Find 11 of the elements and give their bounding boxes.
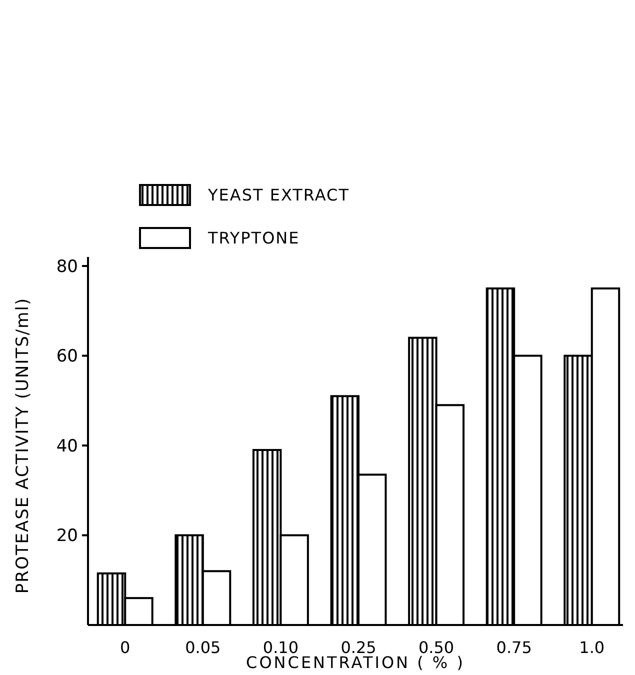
x-tick-label: 0.75 [496,638,532,657]
legend-label: TRYPTONE [207,228,300,248]
y-tick-label: 40 [56,436,78,456]
y-tick-label: 60 [56,346,78,367]
x-tick-label: 0 [120,638,130,657]
y-tick-label: 80 [56,256,78,277]
x-tick-label: 1.0 [579,638,605,657]
y-tick-label: 20 [56,526,78,546]
y-axis-title: PROTEASE ACTIVITY (UNITS/ml) [13,297,33,594]
legend-label: YEAST EXTRACT [207,186,350,205]
x-tick-label: 0.05 [185,638,221,657]
